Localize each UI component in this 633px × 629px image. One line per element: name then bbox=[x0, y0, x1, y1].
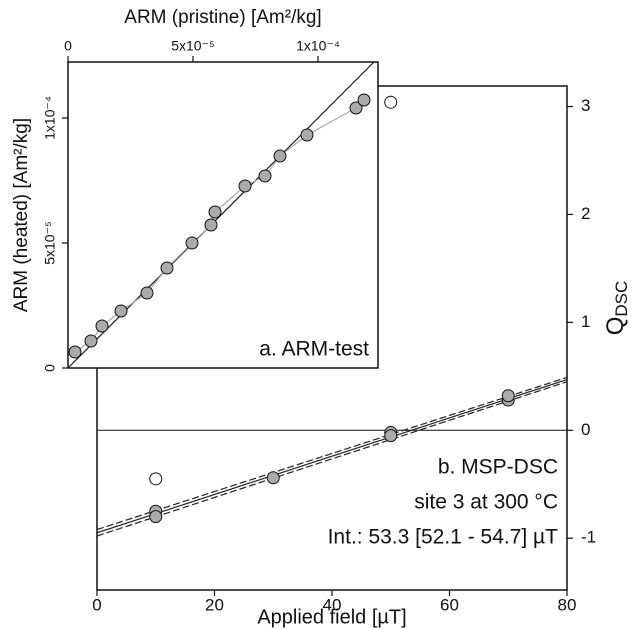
data-point bbox=[273, 149, 287, 163]
data-point bbox=[349, 101, 363, 115]
x-tick-label: 1x10⁻⁴ bbox=[296, 38, 340, 54]
y-tick-label: 0 bbox=[581, 420, 590, 439]
x-tick-label: 0 bbox=[64, 38, 72, 54]
fit-bound bbox=[97, 376, 567, 531]
data-point bbox=[384, 95, 398, 109]
data-point bbox=[160, 261, 174, 275]
data-point bbox=[68, 345, 82, 359]
x-tick-label: 40 bbox=[323, 595, 342, 614]
x-tick-label: 80 bbox=[558, 595, 577, 614]
annotation: a. ARM-test bbox=[259, 338, 369, 361]
data-point bbox=[204, 218, 218, 232]
data-point bbox=[357, 93, 371, 107]
y-axis-label-main: Q bbox=[602, 317, 629, 336]
data-point bbox=[149, 472, 163, 486]
annotation: Int.: 53.3 [52.1 - 54.7] µT bbox=[328, 526, 559, 549]
x-axis-label: Applied field [µT] bbox=[257, 606, 406, 628]
annotation: site 3 at 300 °C bbox=[414, 491, 558, 514]
data-point bbox=[149, 510, 163, 524]
data-point bbox=[258, 169, 272, 183]
x-tick-label: 5x10⁻⁵ bbox=[171, 38, 215, 54]
data-point bbox=[114, 304, 128, 318]
y-tick-label: 2 bbox=[581, 204, 590, 223]
data-line bbox=[97, 378, 567, 534]
data-point bbox=[208, 205, 222, 219]
fit-bound bbox=[97, 381, 567, 537]
y-tick-label: 1x10⁻⁴ bbox=[42, 96, 58, 140]
y-tick-label: 3 bbox=[581, 96, 590, 115]
data-point bbox=[84, 334, 98, 348]
data-point bbox=[185, 236, 199, 250]
x-tick-label: 0 bbox=[92, 595, 101, 614]
data-point bbox=[238, 179, 252, 193]
data-point bbox=[266, 471, 280, 485]
y-tick-label: -1 bbox=[581, 528, 596, 547]
x-axis-label: ARM (pristine) [Am²/kg] bbox=[124, 7, 321, 28]
annotation: b. MSP-DSC bbox=[438, 456, 558, 479]
x-tick-label: 60 bbox=[440, 595, 459, 614]
chart-panel: 0 5x10⁻⁵ 1x10⁻⁴ 0 5x10⁻⁵ 1x10⁻⁴ ARM (pristine)… bbox=[11, 7, 379, 372]
y-tick-label: 5x10⁻⁵ bbox=[42, 221, 58, 265]
data-point bbox=[501, 389, 515, 403]
data-point bbox=[300, 128, 314, 142]
y-axis-label: QDSC bbox=[602, 281, 631, 336]
data-point bbox=[384, 429, 398, 443]
x-tick-label: 20 bbox=[205, 595, 224, 614]
data-point bbox=[140, 286, 154, 300]
y-tick-label: 0 bbox=[42, 364, 58, 372]
y-axis-label: ARM (heated) [Am²/kg] bbox=[11, 118, 32, 312]
y-axis-label-sub: DSC bbox=[612, 281, 631, 317]
data-point bbox=[95, 319, 109, 333]
y-tick-label: 1 bbox=[581, 312, 590, 331]
